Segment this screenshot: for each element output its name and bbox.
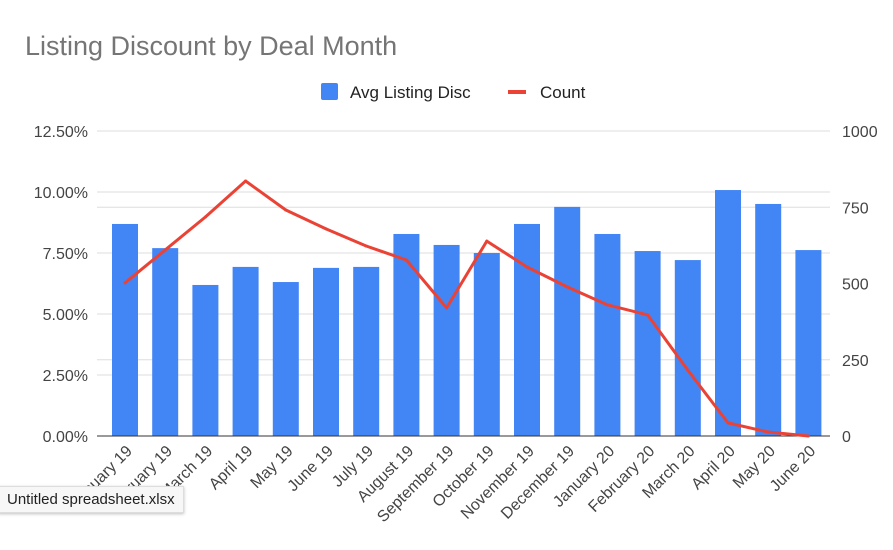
count-point [324,227,328,231]
x-tick-label: April 19 [206,443,256,493]
count-point [646,313,650,317]
left-tick-label: 0.00% [43,429,88,446]
bar [353,266,380,436]
count-point [806,434,810,438]
right-tick-label: 250 [842,353,869,370]
count-point [163,248,167,252]
bar [554,206,581,436]
count-point [686,368,690,372]
count-point [445,306,449,310]
legend-label-bar: Avg Listing Disc [350,83,471,102]
right-tick-label: 500 [842,277,869,294]
bar [594,233,621,436]
count-point [244,179,248,183]
bar [473,253,500,436]
x-tick-label: June 20 [767,443,819,495]
right-tick-label: 750 [842,200,869,217]
x-tick-label: April 20 [688,443,738,493]
left-tick-label: 12.50% [34,124,88,141]
bar [112,223,138,436]
count-point [766,430,770,434]
bar [313,267,339,436]
left-tick-label: 10.00% [34,185,88,202]
legend-label-line: Count [540,83,586,102]
right-tick-label: 1000 [842,124,878,141]
count-point [203,215,207,219]
bar [674,260,701,436]
bar [514,223,540,436]
left-tick-label: 2.50% [43,368,88,385]
bar [715,190,741,436]
file-tooltip: Untitled spreadsheet.xlsx [0,486,184,513]
bar [795,250,822,436]
bar [755,203,782,436]
count-point [485,239,489,243]
bar [634,251,661,436]
left-tick-label: 7.50% [43,246,88,263]
bar [433,244,460,436]
count-point [605,303,609,307]
bar [152,248,179,436]
count-point [364,244,368,248]
right-tick-label: 0 [842,429,851,446]
count-point [525,265,529,269]
legend-bar-swatch [321,83,338,100]
bar [393,233,420,436]
chart-title: Listing Discount by Deal Month [25,31,397,61]
count-line [124,179,809,438]
count-point [284,208,288,212]
bar [272,282,299,436]
count-point [123,281,127,285]
count-point [404,258,408,262]
left-tick-label: 5.00% [43,307,88,324]
count-point [726,421,730,425]
bar [192,284,219,436]
bar [232,266,259,436]
count-point [565,285,569,289]
